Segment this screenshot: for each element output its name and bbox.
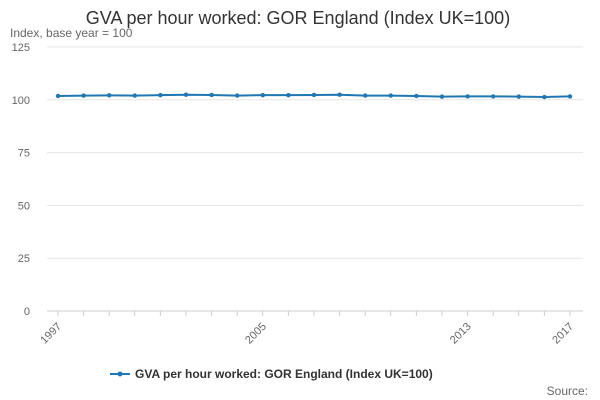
y-tick-label: 50 [18,200,30,212]
y-tick-label: 25 [18,253,30,265]
data-point[interactable] [388,93,393,98]
y-tick-label: 0 [24,306,30,318]
data-point[interactable] [567,94,573,99]
data-point[interactable] [516,94,521,99]
x-tick-label: 2013 [448,321,474,347]
data-point[interactable] [286,92,291,98]
x-axis-ticks: 1997 2005 2013 2017 [38,311,576,346]
data-point[interactable] [439,94,445,99]
gridlines [47,46,583,259]
data-point[interactable] [183,92,189,97]
data-point[interactable] [81,93,86,98]
y-tick-label: 125 [12,42,30,54]
x-tick-label: 2005 [243,321,269,347]
legend-label: GVA per hour worked: GOR England (Index … [135,367,433,381]
y-axis-ticks: 0 25 50 75 100 125 [12,42,30,318]
data-point[interactable] [491,94,496,99]
data-point[interactable] [465,94,470,99]
chart-title: GVA per hour worked: GOR England (Index … [86,8,510,28]
series-layer [55,92,573,100]
source-label: Source: [547,384,588,398]
legend-point-marker [117,371,123,377]
chart-subtitle: Index, base year = 100 [10,26,133,40]
data-point[interactable] [260,92,265,98]
data-point[interactable] [337,92,342,97]
data-point[interactable] [209,92,214,98]
x-tick-label: 1997 [38,321,64,347]
data-point[interactable] [235,93,240,98]
data-point[interactable] [542,94,547,100]
data-point[interactable] [107,93,112,98]
legend[interactable]: GVA per hour worked: GOR England (Index … [110,367,433,381]
data-point[interactable] [132,93,137,98]
data-point[interactable] [311,92,317,98]
data-point[interactable] [363,93,368,98]
data-point[interactable] [414,93,419,99]
y-tick-label: 100 [12,95,30,107]
y-tick-label: 75 [18,148,30,160]
x-tick-label: 2017 [550,321,576,347]
data-point[interactable] [55,93,61,99]
data-point[interactable] [158,92,163,98]
